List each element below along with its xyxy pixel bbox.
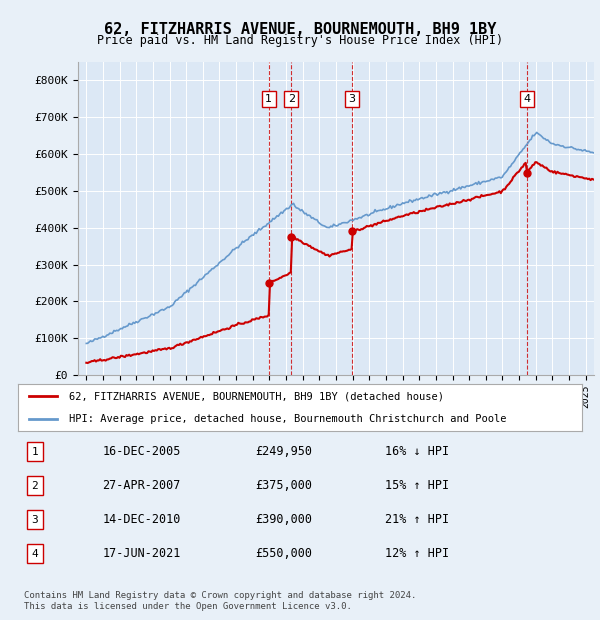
Text: 2: 2 <box>288 94 295 104</box>
Text: 12% ↑ HPI: 12% ↑ HPI <box>385 547 449 560</box>
Text: 16% ↓ HPI: 16% ↓ HPI <box>385 445 449 458</box>
Text: 4: 4 <box>32 549 38 559</box>
Text: 3: 3 <box>32 515 38 525</box>
Text: £375,000: £375,000 <box>255 479 312 492</box>
Text: 62, FITZHARRIS AVENUE, BOURNEMOUTH, BH9 1BY: 62, FITZHARRIS AVENUE, BOURNEMOUTH, BH9 … <box>104 22 496 37</box>
Text: 1: 1 <box>32 446 38 456</box>
Text: 21% ↑ HPI: 21% ↑ HPI <box>385 513 449 526</box>
Text: HPI: Average price, detached house, Bournemouth Christchurch and Poole: HPI: Average price, detached house, Bour… <box>69 414 506 424</box>
Text: 17-JUN-2021: 17-JUN-2021 <box>103 547 181 560</box>
Text: Price paid vs. HM Land Registry's House Price Index (HPI): Price paid vs. HM Land Registry's House … <box>97 34 503 47</box>
Text: 14-DEC-2010: 14-DEC-2010 <box>103 513 181 526</box>
Text: 3: 3 <box>349 94 355 104</box>
Text: 1: 1 <box>265 94 272 104</box>
Text: Contains HM Land Registry data © Crown copyright and database right 2024.
This d: Contains HM Land Registry data © Crown c… <box>24 591 416 611</box>
Text: 27-APR-2007: 27-APR-2007 <box>103 479 181 492</box>
Text: 62, FITZHARRIS AVENUE, BOURNEMOUTH, BH9 1BY (detached house): 62, FITZHARRIS AVENUE, BOURNEMOUTH, BH9 … <box>69 391 444 401</box>
Text: 2: 2 <box>32 480 38 490</box>
Text: 15% ↑ HPI: 15% ↑ HPI <box>385 479 449 492</box>
Text: 4: 4 <box>523 94 530 104</box>
Text: £550,000: £550,000 <box>255 547 312 560</box>
Text: 16-DEC-2005: 16-DEC-2005 <box>103 445 181 458</box>
Text: £390,000: £390,000 <box>255 513 312 526</box>
Text: £249,950: £249,950 <box>255 445 312 458</box>
